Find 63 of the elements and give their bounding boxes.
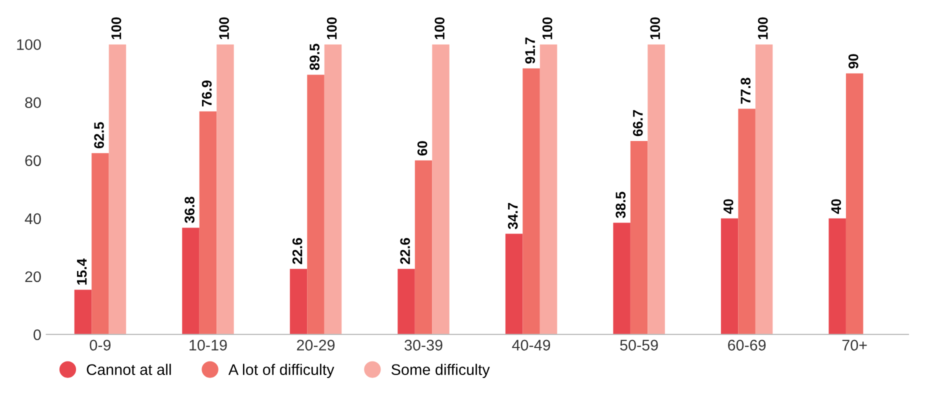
data-label: 62.5 [94,122,104,148]
legend-label: Cannot at all [86,364,171,376]
bar [630,140,648,334]
bar [307,74,324,334]
bar [505,234,523,334]
data-label: 100 [434,17,444,40]
bar [522,68,540,334]
bar [216,44,234,334]
x-tick-label: 40-49 [512,340,550,351]
data-label: 100 [219,17,229,40]
x-tick-label: 70+ [842,340,867,351]
bar [738,108,756,334]
data-label: 22.6 [400,238,410,264]
x-tick-label: 50-59 [620,340,658,351]
bar [648,44,665,334]
bar [540,44,558,334]
data-label: 60 [417,141,428,156]
x-tick-label: 10-19 [190,340,227,351]
y-tick-label: 0 [34,329,41,340]
data-label: 15.4 [77,258,87,285]
data-label: 36.8 [184,196,194,224]
bar [92,153,109,334]
data-label: 40 [831,199,842,214]
data-label: 34.7 [508,203,518,230]
data-label: 76.9 [202,80,212,106]
bar [720,218,738,334]
x-tick-label: 30-39 [404,340,442,351]
data-label: 40 [723,199,734,214]
data-label: 91.7 [525,38,536,64]
data-label: 66.7 [632,110,643,136]
bar [414,160,432,334]
bar [828,218,846,334]
bar [108,44,126,334]
bar [290,268,308,334]
x-tick-label: 20-29 [296,340,335,351]
bar [74,290,92,334]
y-tick-label: 20 [25,271,41,282]
legend-label: Some difficulty [391,364,490,378]
bar [613,222,630,334]
bar [432,44,450,334]
bar [182,228,200,334]
bar [846,73,864,334]
data-label: 100 [326,17,337,40]
data-label: 100 [542,17,552,40]
data-label: 38.5 [616,192,626,218]
bar [398,268,415,334]
data-label: 77.8 [740,78,751,104]
x-tick-label: 0-9 [90,340,111,351]
bar [755,44,773,334]
bar [324,44,342,334]
y-tick-label: 100 [17,39,41,50]
y-tick-label: 60 [25,155,41,166]
data-label: 100 [650,17,660,40]
legend-label: A lot of difficulty [228,364,334,378]
data-label: 100 [111,17,122,40]
bar [199,111,217,334]
data-label: 100 [758,17,768,40]
x-tick-label: 60-69 [728,340,766,351]
data-label: 90 [848,54,858,69]
y-tick-label: 80 [25,97,41,108]
y-tick-label: 40 [24,213,41,224]
data-label: 22.6 [292,238,302,264]
data-label: 89.5 [310,44,320,70]
